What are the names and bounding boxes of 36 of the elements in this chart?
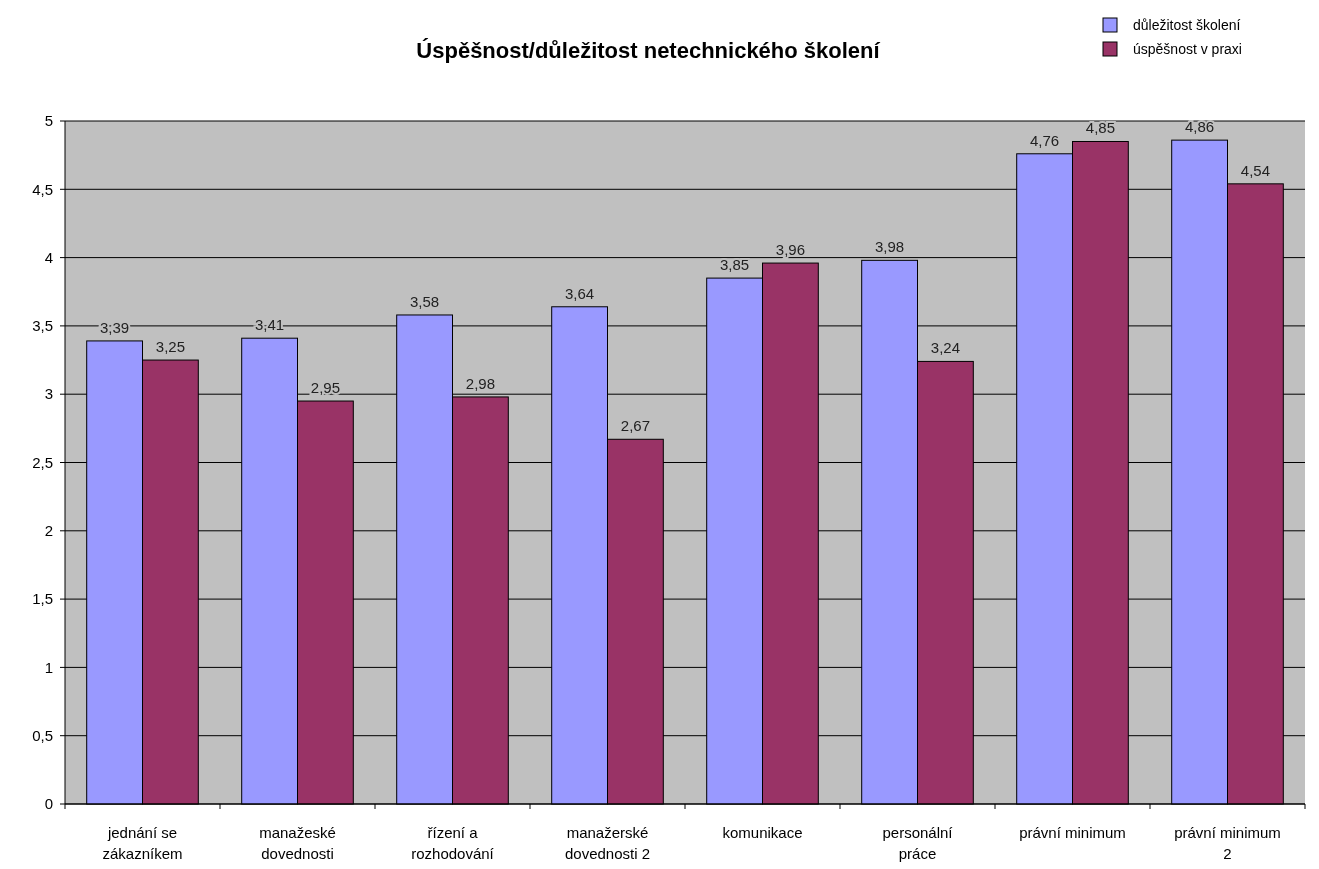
data-label: 4,86 — [1185, 118, 1215, 136]
y-tick-label: 0,5 — [32, 726, 53, 744]
x-tick-label: právní minimum — [1019, 824, 1126, 841]
data-label: 4,54 — [1240, 161, 1270, 179]
data-label: 3,85 — [720, 256, 750, 274]
data-label: 4,85 — [1085, 119, 1115, 137]
y-tick-label: 1,5 — [32, 590, 53, 608]
data-label: 3,24 — [930, 339, 960, 357]
data-label: 3,25 — [155, 338, 185, 356]
data-label: 4,76 — [1030, 131, 1060, 149]
x-tick-label: řízení a rozhodování — [411, 824, 495, 862]
data-label: 3,58 — [410, 292, 440, 310]
y-tick-label: 2,5 — [32, 453, 53, 471]
y-tick-label: 2 — [44, 522, 53, 540]
data-label: 2,98 — [465, 374, 495, 392]
y-tick-label: 4 — [44, 248, 53, 266]
data-label: 3,98 — [875, 238, 905, 256]
y-tick-label: 3 — [44, 385, 53, 403]
data-label: 3,64 — [565, 284, 595, 302]
x-tick-label: jednání se zákazníkem — [102, 824, 183, 862]
y-tick-label: 0 — [44, 795, 53, 813]
x-tick-label: komunikace — [722, 824, 803, 841]
data-label: 2,95 — [310, 379, 340, 397]
x-tick-label: manažerské dovednosti 2 — [564, 824, 651, 862]
y-tick-label: 4,5 — [32, 180, 53, 198]
x-tick-label: právní minimum 2 — [1174, 824, 1281, 862]
y-tick-label: 5 — [44, 112, 53, 130]
x-tick-label: personální práce — [882, 824, 954, 862]
y-tick-label: 3,5 — [32, 317, 53, 335]
x-tick-label: manažeské dovednosti — [259, 824, 336, 862]
legend-label: úspěšnost v praxi — [1133, 40, 1242, 57]
data-label: 3,96 — [775, 241, 805, 259]
chart-title: Úspěšnost/důležitost netechnického školení — [416, 38, 881, 63]
y-tick-label: 1 — [44, 658, 53, 676]
legend-label: důležitost školení — [1133, 16, 1241, 33]
data-label: 2,67 — [620, 417, 650, 435]
